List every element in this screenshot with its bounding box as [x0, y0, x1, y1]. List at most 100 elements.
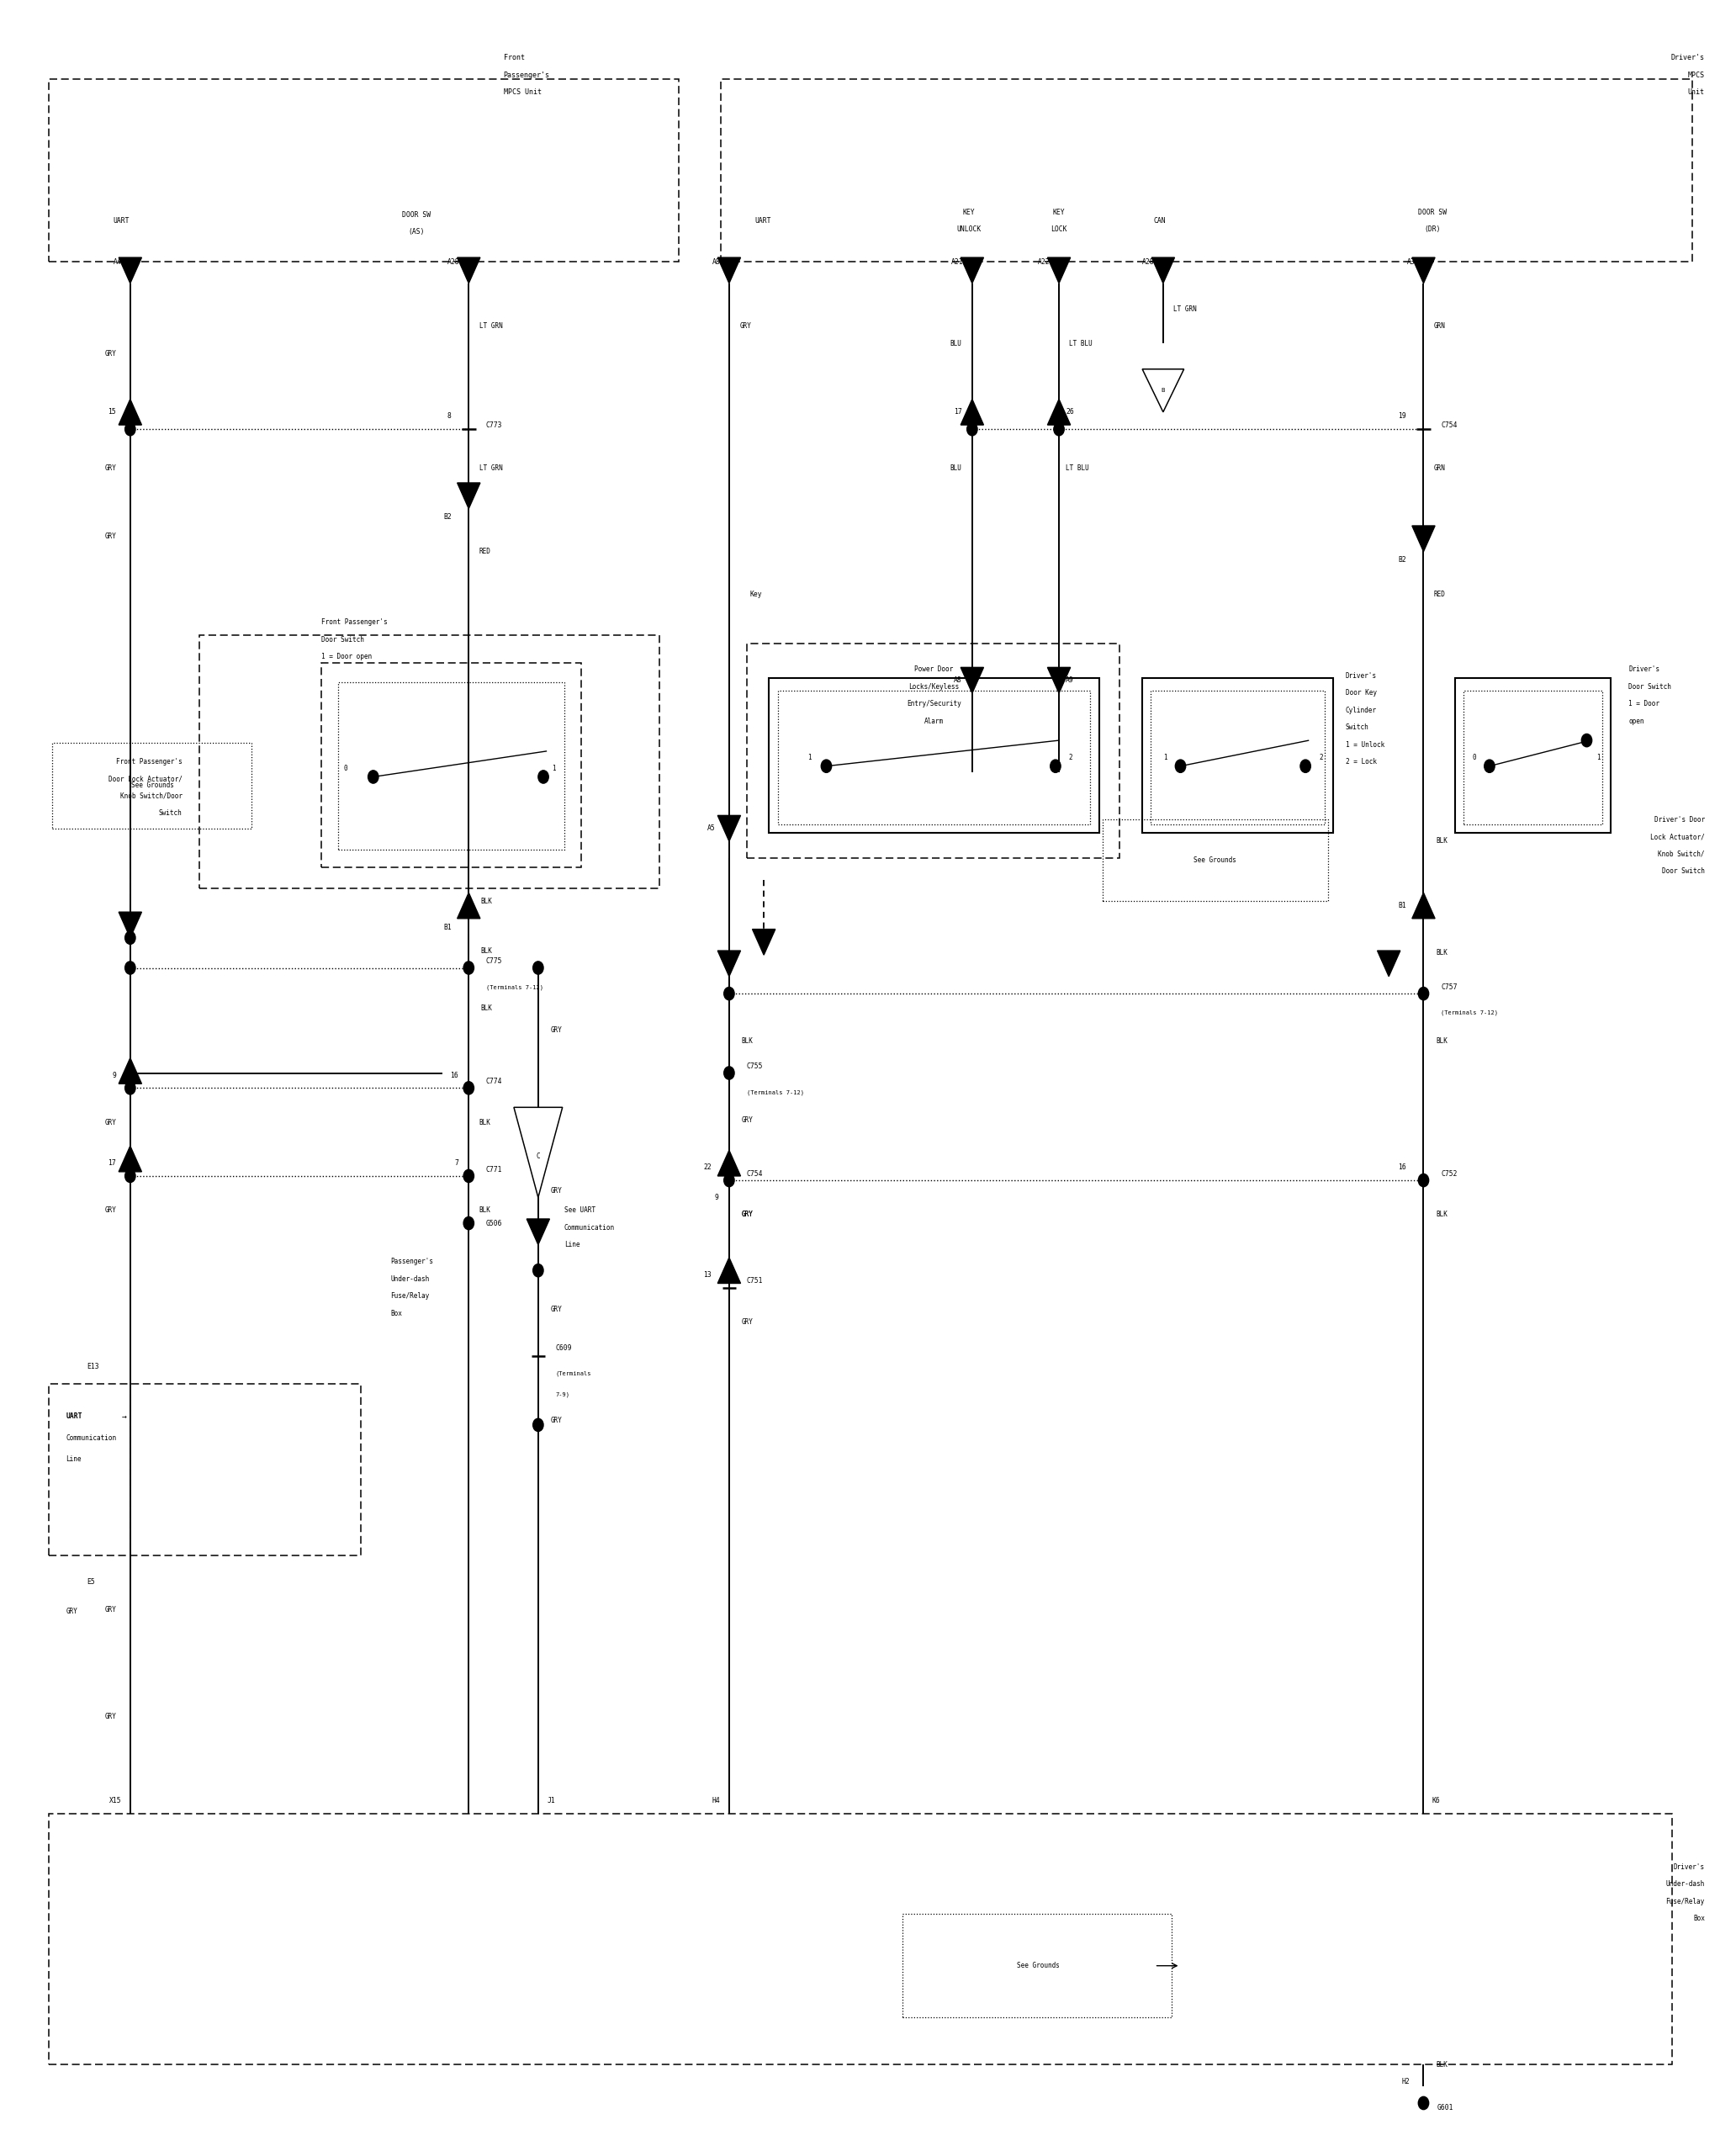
Text: Driver's: Driver's: [1628, 665, 1660, 674]
Text: open: open: [1628, 717, 1644, 725]
Text: 1: 1: [1597, 753, 1601, 762]
Text: 1: 1: [807, 753, 811, 762]
Polygon shape: [1377, 951, 1401, 976]
Text: A22: A22: [1038, 258, 1050, 266]
Bar: [1455, 678, 1611, 833]
Text: (DR): (DR): [1424, 225, 1441, 234]
Text: Fuse/Relay: Fuse/Relay: [1667, 1897, 1705, 1906]
Text: Communication: Communication: [564, 1223, 615, 1232]
Text: 2: 2: [1069, 753, 1073, 762]
Text: GRY: GRY: [741, 1210, 753, 1219]
Text: GRY: GRY: [104, 1206, 116, 1215]
Polygon shape: [717, 815, 741, 841]
Text: 17: 17: [953, 408, 962, 416]
Bar: [778, 691, 1090, 824]
Bar: [746, 644, 1120, 858]
Text: GRY: GRY: [550, 1187, 562, 1195]
Text: Door Lock Actuator/: Door Lock Actuator/: [108, 775, 182, 783]
Text: GRY: GRY: [741, 1116, 753, 1125]
Text: See Grounds: See Grounds: [1194, 856, 1236, 865]
Text: DOOR SW: DOOR SW: [1418, 208, 1446, 217]
Text: B2: B2: [443, 513, 451, 521]
Text: E5: E5: [87, 1577, 95, 1586]
Text: Cylinder: Cylinder: [1345, 706, 1377, 715]
Text: GRY: GRY: [550, 1305, 562, 1313]
Polygon shape: [118, 258, 142, 283]
Text: (Terminals 7-12): (Terminals 7-12): [486, 985, 543, 989]
Text: Passenger's: Passenger's: [391, 1258, 434, 1266]
Text: B1: B1: [1397, 901, 1406, 910]
Text: GRY: GRY: [104, 532, 116, 541]
Text: 22: 22: [703, 1163, 712, 1172]
Bar: [1463, 691, 1602, 824]
Polygon shape: [1047, 258, 1071, 283]
Text: DOOR SW: DOOR SW: [403, 210, 431, 219]
Text: Knob Switch/Door: Knob Switch/Door: [120, 792, 182, 800]
Polygon shape: [118, 1058, 142, 1084]
Polygon shape: [1047, 399, 1071, 425]
Text: G506: G506: [486, 1219, 502, 1228]
Text: Door Key: Door Key: [1345, 689, 1377, 697]
Circle shape: [1175, 760, 1186, 773]
Text: RED: RED: [479, 547, 491, 556]
Circle shape: [1418, 987, 1429, 1000]
Text: GRN: GRN: [1434, 322, 1446, 330]
Circle shape: [125, 931, 135, 944]
Text: GRY: GRY: [104, 1605, 116, 1614]
Circle shape: [1054, 423, 1064, 436]
Text: C754: C754: [746, 1170, 762, 1178]
Text: C754: C754: [1441, 421, 1457, 429]
Text: KEY: KEY: [962, 208, 976, 217]
Text: A8: A8: [953, 676, 962, 685]
Bar: [1142, 678, 1333, 833]
Text: C757: C757: [1441, 983, 1457, 991]
Text: LT GRN: LT GRN: [1174, 305, 1196, 313]
Text: GRN: GRN: [1434, 464, 1446, 472]
Polygon shape: [717, 1258, 741, 1283]
Text: Knob Switch/: Knob Switch/: [1658, 850, 1705, 858]
Text: BLK: BLK: [481, 946, 493, 955]
Text: A9: A9: [1066, 676, 1075, 685]
Text: (Terminals 7-12): (Terminals 7-12): [1441, 1011, 1498, 1015]
Polygon shape: [717, 1150, 741, 1176]
Polygon shape: [960, 667, 984, 693]
Text: 1: 1: [1163, 753, 1167, 762]
Polygon shape: [960, 399, 984, 425]
Text: 2 = Lock: 2 = Lock: [1345, 758, 1377, 766]
Text: 9: 9: [113, 1071, 116, 1079]
Text: 1 = Door open: 1 = Door open: [321, 652, 372, 661]
Text: Box: Box: [391, 1309, 403, 1318]
Text: C755: C755: [746, 1062, 762, 1071]
Text: See Grounds: See Grounds: [1017, 1961, 1059, 1970]
Text: BLK: BLK: [741, 1037, 753, 1045]
Text: See UART: See UART: [564, 1206, 595, 1215]
Bar: [49, 1384, 361, 1556]
Text: C771: C771: [486, 1165, 502, 1174]
Text: BLK: BLK: [1436, 1210, 1448, 1219]
Text: MPCS: MPCS: [1687, 71, 1705, 79]
Polygon shape: [1411, 258, 1436, 283]
Text: GRY: GRY: [740, 322, 752, 330]
Text: Under-dash: Under-dash: [391, 1275, 429, 1283]
Bar: [200, 635, 660, 888]
Text: 7: 7: [455, 1159, 458, 1167]
Circle shape: [368, 770, 378, 783]
Polygon shape: [1411, 893, 1436, 918]
Text: Power Door: Power Door: [915, 665, 953, 674]
Text: J1: J1: [547, 1796, 556, 1805]
Text: A4: A4: [113, 258, 122, 266]
Text: C773: C773: [486, 421, 502, 429]
Circle shape: [1418, 2097, 1429, 2110]
Polygon shape: [526, 1219, 550, 1245]
Circle shape: [538, 770, 549, 783]
Text: KEY: KEY: [1052, 208, 1066, 217]
Text: Driver's Door: Driver's Door: [1654, 815, 1705, 824]
Text: RED: RED: [1434, 590, 1446, 599]
Text: G601: G601: [1437, 2103, 1453, 2112]
Text: Box: Box: [1693, 1914, 1705, 1923]
Text: CAN: CAN: [1153, 217, 1167, 225]
Text: (AS): (AS): [408, 227, 425, 236]
Circle shape: [125, 423, 135, 436]
Text: UART: UART: [66, 1412, 82, 1421]
Text: (Terminals: (Terminals: [556, 1371, 592, 1376]
